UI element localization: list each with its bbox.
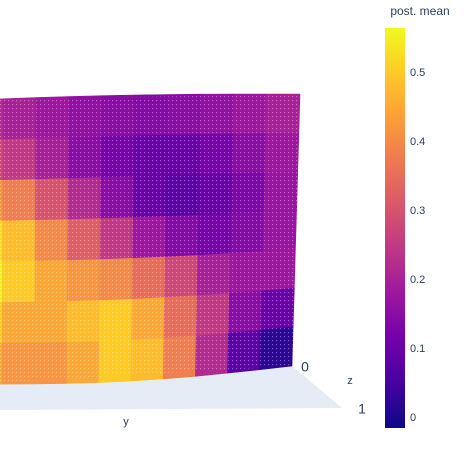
colorbar-tick-label: 0.5 — [410, 67, 425, 79]
colorbar-ticks: 0 0.1 0.2 0.3 0.4 0.5 — [410, 67, 425, 424]
colorbar — [385, 28, 405, 428]
colorbar-title: post. mean — [390, 4, 449, 18]
colorbar-tick-label: 0.4 — [410, 136, 425, 148]
axis-tick-label: 0 — [301, 359, 309, 375]
axis-tick-label: 1 — [358, 401, 366, 417]
colorbar-tick-label: 0.1 — [410, 343, 425, 355]
colorbar-tick-label: 0 — [410, 412, 416, 424]
floor-plane — [0, 366, 342, 410]
surface-texture — [0, 94, 300, 383]
y-axis-label: y — [123, 416, 129, 428]
colorbar-tick-label: 0.2 — [410, 274, 425, 286]
colorbar-tick-label: 0.3 — [410, 205, 425, 217]
z-axis-label: z — [347, 375, 353, 387]
